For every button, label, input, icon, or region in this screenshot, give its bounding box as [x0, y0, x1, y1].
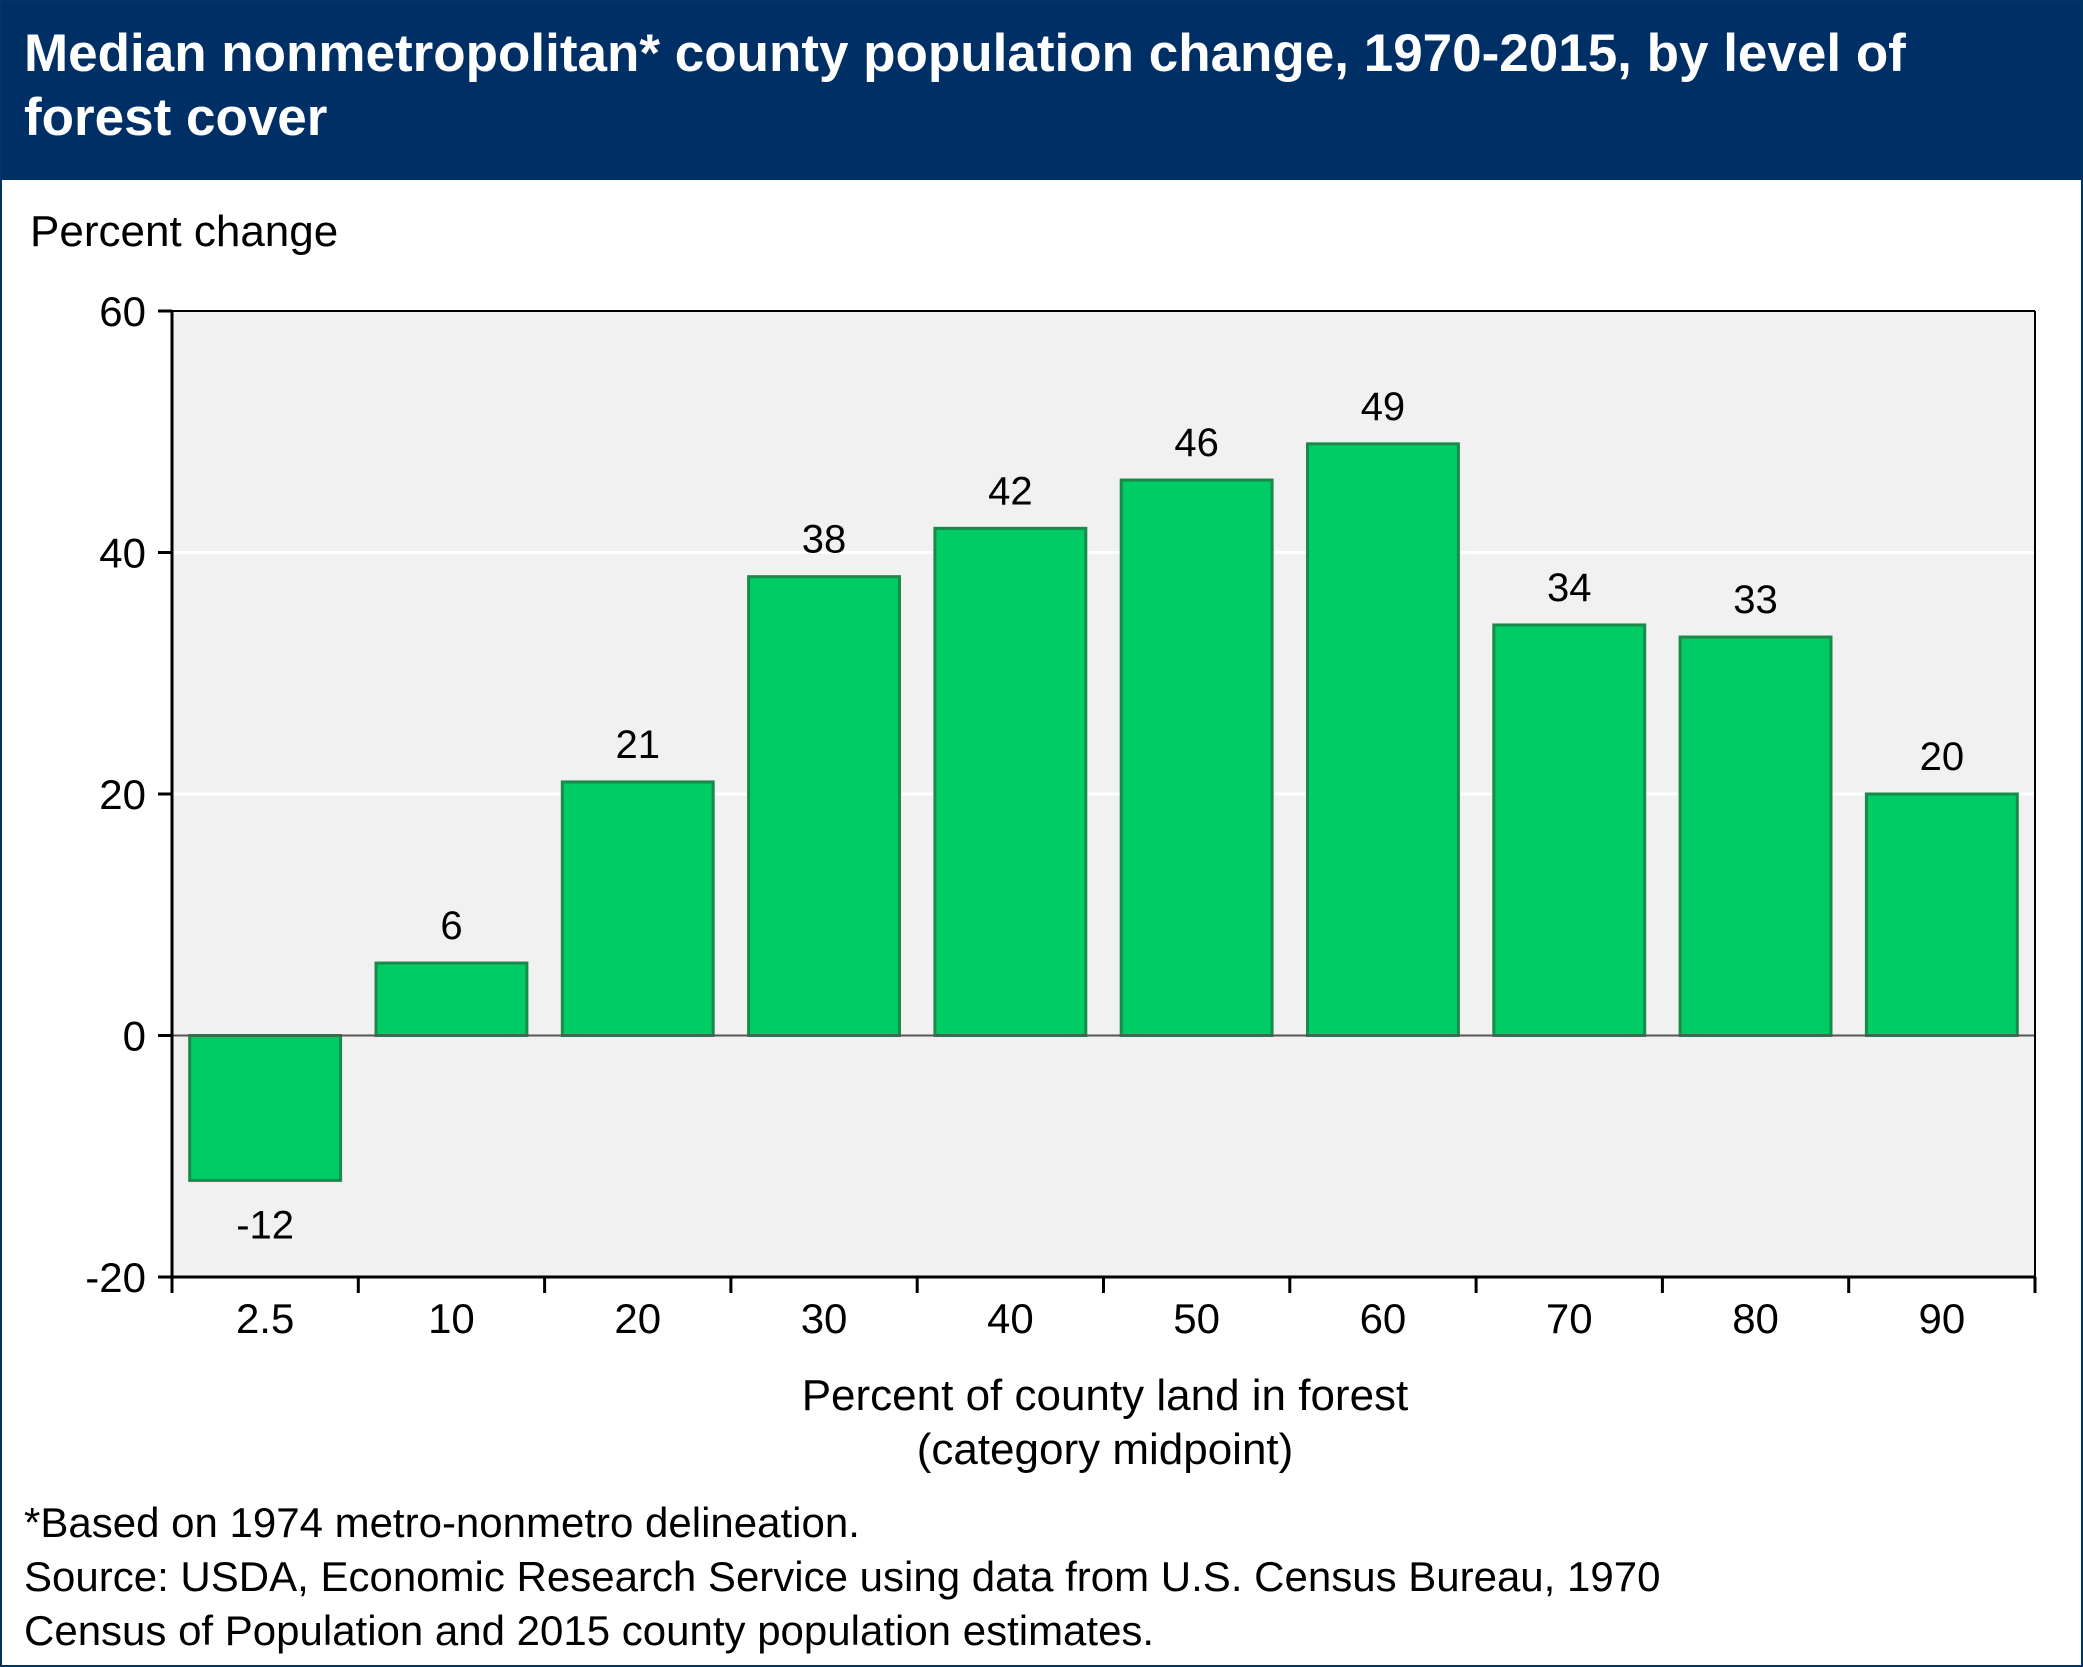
- x-tick-label: 2.5: [236, 1295, 294, 1342]
- bar-40: [933, 526, 1088, 1037]
- x-tick-label: 90: [1918, 1295, 1965, 1342]
- x-tick-label: 50: [1173, 1295, 1220, 1342]
- y-tick-label: 0: [123, 1013, 146, 1060]
- data-label: 21: [616, 723, 661, 767]
- data-label: 6: [440, 904, 462, 948]
- bar-80: [1678, 635, 1833, 1038]
- x-tick-label: 20: [614, 1295, 661, 1342]
- data-labels: -12 6 21 38 42 46 49 34 33 20: [236, 385, 1964, 1248]
- y-tick-label: 40: [99, 530, 146, 577]
- data-label: -12: [236, 1203, 294, 1247]
- x-tick-label: 30: [801, 1295, 848, 1342]
- x-tick-label: 10: [428, 1295, 475, 1342]
- x-tick-label: 60: [1360, 1295, 1407, 1342]
- axes: [158, 309, 2037, 1293]
- footnote: *Based on 1974 metro-nonmetro delineatio…: [24, 1499, 860, 1546]
- x-tick-label: 40: [987, 1295, 1034, 1342]
- bar-20: [560, 780, 715, 1037]
- x-tick-label: 70: [1546, 1295, 1593, 1342]
- data-label: 38: [802, 518, 847, 562]
- chart-title: Median nonmetropolitan* county populatio…: [24, 24, 1906, 147]
- data-label: 46: [1174, 421, 1219, 465]
- data-label: 42: [988, 469, 1033, 513]
- x-tick-labels: 2.5 10 20 30 40 50 60 70 80 90: [236, 1295, 1965, 1342]
- source-line-1: Source: USDA, Economic Research Service …: [24, 1553, 1661, 1600]
- data-label: 33: [1733, 578, 1778, 622]
- x-axis-title: Percent of county land in forest: [802, 1371, 1409, 1420]
- bar-60: [1305, 442, 1460, 1037]
- title-banner: Median nonmetropolitan* county populatio…: [2, 2, 2081, 180]
- source-line-2: Census of Population and 2015 county pop…: [24, 1607, 1155, 1654]
- data-label: 49: [1361, 385, 1406, 429]
- bars: [188, 442, 2019, 1182]
- y-tick-label: 20: [99, 771, 146, 818]
- bar-50: [1119, 478, 1274, 1037]
- y-tick-label: -20: [85, 1254, 146, 1301]
- bar-90: [1864, 792, 2019, 1037]
- y-axis-title: Percent change: [30, 207, 338, 256]
- data-label: 20: [1920, 735, 1965, 779]
- bar-70: [1492, 623, 1647, 1037]
- x-tick-label: 80: [1732, 1295, 1779, 1342]
- bar-30: [747, 575, 902, 1038]
- y-tick-labels: -20 0 20 40 60: [85, 288, 146, 1301]
- data-label: 34: [1547, 566, 1592, 610]
- y-tick-label: 60: [99, 288, 146, 335]
- bar-2.5: [188, 1034, 343, 1182]
- bar-10: [374, 961, 529, 1037]
- x-axis-subtitle: (category midpoint): [917, 1425, 1294, 1474]
